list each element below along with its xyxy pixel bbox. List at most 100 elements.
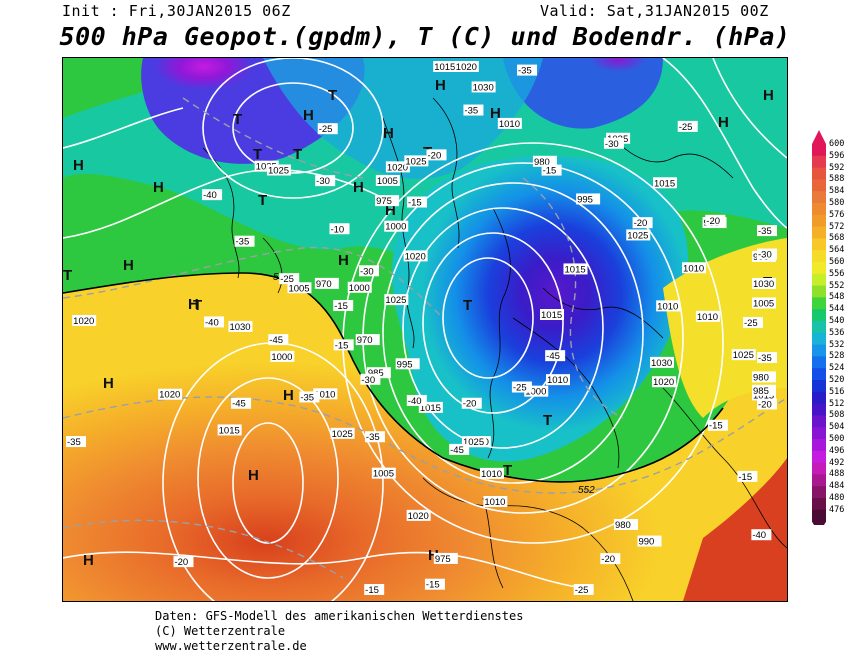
high-pressure-marker: H [428, 547, 439, 564]
isobar-label: 1020 [652, 376, 677, 388]
isotherm-label: -25 [742, 317, 763, 329]
svg-text:1025: 1025 [733, 350, 754, 361]
svg-text:-40: -40 [752, 530, 766, 541]
svg-text:-15: -15 [335, 340, 349, 351]
svg-text:1020: 1020 [653, 377, 674, 388]
scale-label: 592 [829, 162, 845, 173]
high-pressure-marker: H [385, 202, 396, 219]
svg-text:-35: -35 [366, 432, 380, 443]
isobar-label: 1025 [330, 427, 355, 440]
isotherm-label: -20 [461, 397, 482, 410]
scale-label: 520 [829, 375, 845, 385]
isotherm-label: -30 [360, 373, 381, 386]
isotherm-label: -30 [757, 248, 777, 261]
isobar-label: 1030 [752, 277, 776, 290]
isobar-label: 1020 [406, 509, 431, 522]
isotherm-label: -15 [333, 300, 354, 312]
svg-text:975: 975 [376, 196, 392, 207]
scale-swatch [812, 238, 826, 251]
isotherm-label: -40 [202, 189, 223, 201]
svg-text:-15: -15 [426, 580, 440, 591]
svg-text:-35: -35 [236, 237, 250, 248]
scale-label: 568 [829, 233, 845, 244]
svg-text:1025: 1025 [627, 230, 648, 241]
boundary-552 [63, 272, 724, 483]
isobar-label: 1020 [403, 250, 428, 262]
isobar-label: 1020 [158, 388, 183, 401]
svg-text:1005: 1005 [373, 469, 394, 480]
isobar-label: 985 [752, 384, 776, 397]
scale-swatch [812, 486, 826, 499]
svg-text:1015: 1015 [753, 390, 774, 401]
scale-swatch [812, 403, 826, 416]
svg-text:-15: -15 [334, 301, 348, 312]
svg-text:1020: 1020 [159, 390, 180, 401]
svg-text:1010: 1010 [499, 119, 520, 130]
isobar-label: 1020 [385, 161, 410, 173]
scale-swatch [812, 368, 826, 381]
scale-label: 572 [829, 221, 845, 232]
isobar-label: 1015 [652, 177, 677, 189]
isotherm-label: -30 [315, 175, 336, 187]
isobar-label: 1030 [471, 81, 496, 93]
svg-text:1030: 1030 [651, 358, 672, 369]
svg-text:1015: 1015 [565, 264, 586, 275]
isobar-label: 980 [532, 155, 557, 168]
isotherm-label: -40 [406, 394, 427, 407]
high-pressure-marker: H [153, 179, 164, 196]
isotherm-label: -45 [268, 334, 289, 346]
svg-text:-30: -30 [361, 375, 375, 386]
svg-text:1010: 1010 [697, 312, 718, 323]
svg-text:-20: -20 [601, 554, 615, 565]
isobar-label: 1010 [656, 300, 681, 312]
svg-text:-25: -25 [744, 318, 758, 329]
scale-label: 480 [829, 493, 845, 503]
high-pressure-marker: H [303, 107, 314, 124]
isobar-label: 1010 [497, 117, 522, 130]
scale-label: 552 [829, 280, 845, 291]
svg-text:1015: 1015 [219, 425, 240, 436]
svg-text:-25: -25 [679, 122, 693, 133]
low-pressure-marker: T [503, 462, 512, 479]
isobar-label: 985 [366, 367, 391, 379]
scale-label: 540 [829, 316, 845, 326]
isotherm-label: -45 [545, 350, 566, 362]
high-pressure-marker: H [188, 296, 199, 313]
isotherm-label: -20 [705, 214, 726, 227]
svg-text:1030: 1030 [229, 322, 250, 333]
scale-swatch [812, 391, 826, 405]
svg-text:1000: 1000 [525, 387, 546, 398]
isotherm-label: -15 [707, 419, 728, 432]
isobar-label: 1025 [461, 436, 486, 448]
svg-text:-15: -15 [365, 585, 379, 596]
svg-text:-40: -40 [203, 190, 217, 201]
high-pressure-marker: H [73, 157, 84, 174]
svg-text:1030: 1030 [753, 279, 774, 290]
init-time: Init : Fri,30JAN2015 06Z [62, 2, 291, 20]
isotherm-label: -35 [757, 351, 777, 364]
low-pressure-marker: T [463, 297, 472, 314]
isotherm-label: -45 [231, 397, 252, 410]
scale-label: 532 [829, 339, 845, 350]
isotherm-label: -45 [449, 443, 470, 456]
svg-text:-15: -15 [709, 421, 723, 432]
scale-label: 524 [829, 363, 845, 374]
svg-text:-45: -45 [546, 351, 560, 362]
svg-text:1005: 1005 [753, 298, 774, 309]
scale-label: 500 [829, 434, 845, 444]
scale-swatch [812, 509, 826, 523]
isobar-label: 970 [314, 277, 339, 290]
scale-swatch [812, 155, 826, 169]
scale-label: 560 [829, 257, 845, 267]
svg-text:-35: -35 [67, 437, 81, 448]
isobar-label: 995 [576, 193, 601, 205]
isotherm-label: -35 [364, 431, 385, 443]
isobar-label: 1000 [347, 281, 372, 294]
scale-label: 516 [829, 386, 845, 397]
svg-text:1010: 1010 [314, 389, 335, 400]
isobar-label: 1015 [563, 263, 588, 275]
svg-text:1005: 1005 [377, 176, 398, 187]
low-pressure-marker: T [253, 146, 262, 163]
svg-text:1010: 1010 [683, 263, 704, 274]
cold-trough [392, 156, 689, 462]
